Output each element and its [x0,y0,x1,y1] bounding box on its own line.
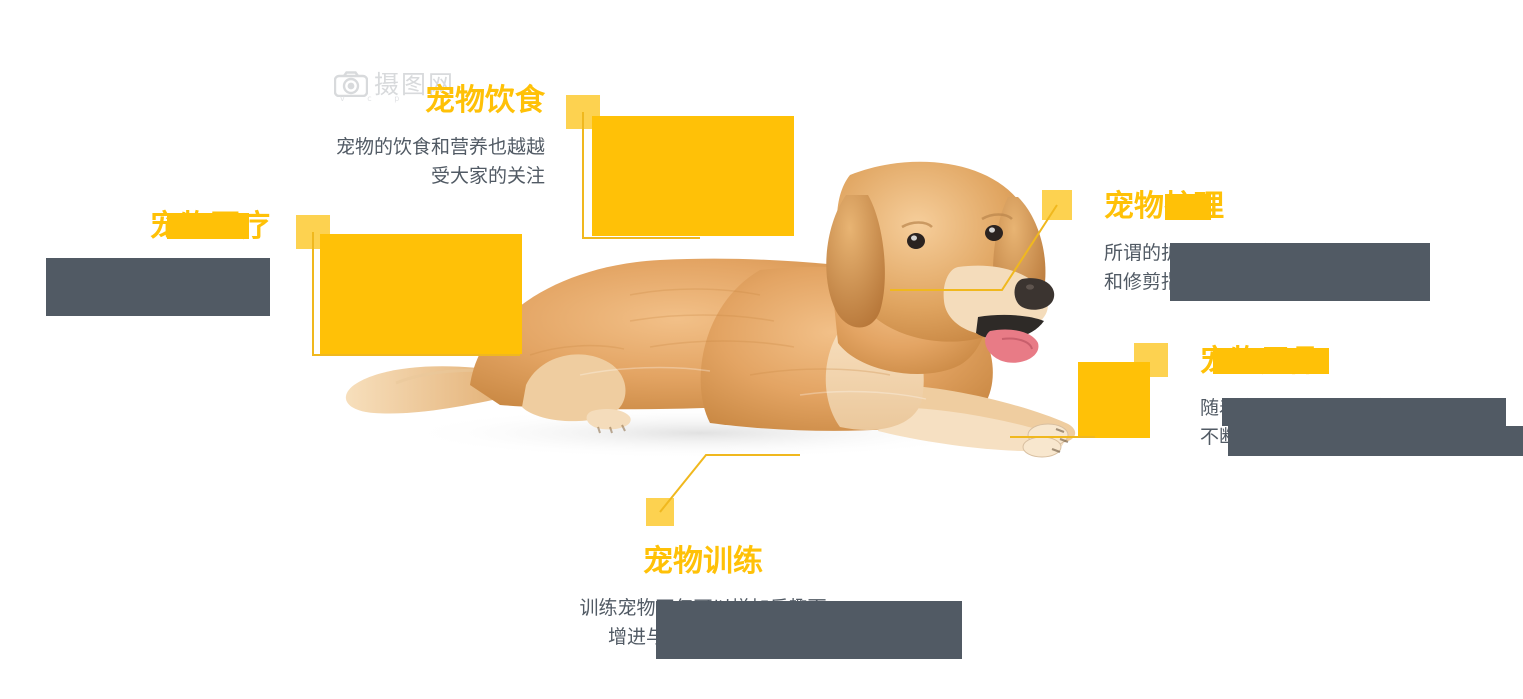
section-body-line: 受大家的关注 [430,165,545,188]
redaction-body-pet-supplies-2 [1228,426,1523,456]
accent-square-care [1042,190,1072,220]
accent-block-supplies [1078,362,1150,438]
dog-photo [330,55,1090,565]
accent-block-diet [592,116,794,236]
redaction-body-pet-supplies-1 [1222,398,1506,426]
section-title-pet-care: 宠物护理 [1104,189,1224,224]
redaction-title-pet-supplies [1213,348,1329,374]
accent-block-medical [320,234,522,354]
redaction-body-pet-medical [46,258,270,316]
section-title-pet-diet: 宠物饮食 [425,83,545,118]
accent-square-training [646,498,674,526]
redaction-title-pet-care [1165,194,1211,220]
redaction-body-pet-care [1170,243,1430,301]
section-pet-diet: 宠物饮食 宠物的饮食和营养也越越 受大家的关注 [240,84,545,192]
section-body-line: 宠物的饮食和营养也越越 [335,136,545,158]
redaction-body-pet-training [656,601,962,659]
redaction-title-pet-medical [167,213,249,239]
section-title-pet-training: 宠物训练 [643,544,763,579]
